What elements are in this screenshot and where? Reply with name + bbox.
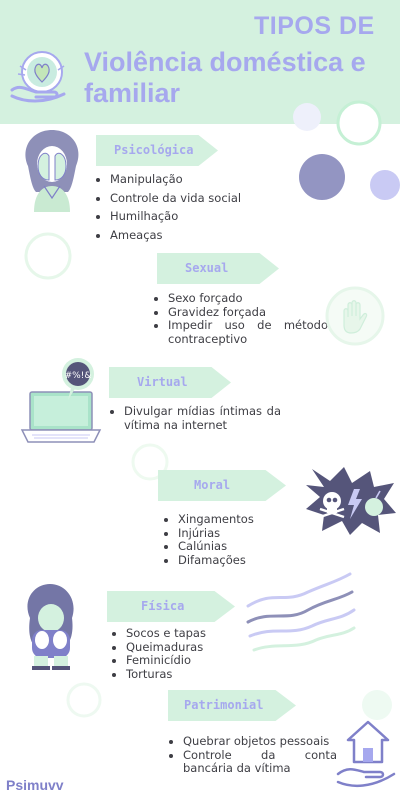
decorative-ring bbox=[131, 443, 169, 481]
list-item: Quebrar objetos pessoais bbox=[183, 734, 337, 749]
list-item: Humilhação bbox=[110, 210, 310, 224]
list-item: Socos e tapas bbox=[126, 626, 266, 641]
hand-house-icon bbox=[336, 720, 396, 788]
list-fisica: Socos e tapas Queimaduras Feminicídio To… bbox=[110, 626, 266, 682]
tag-fisica: Física bbox=[107, 591, 235, 622]
tag-psicologica: Psicológica bbox=[96, 135, 218, 166]
list-item: Queimaduras bbox=[126, 640, 266, 655]
tag-moral: Moral bbox=[158, 470, 286, 501]
list-virtual: Divulgar mídias íntimas da vítima na int… bbox=[108, 404, 281, 432]
decorative-ring bbox=[66, 682, 102, 718]
list-item: Torturas bbox=[126, 667, 266, 682]
speech-bubble-text: #%!& bbox=[65, 371, 92, 381]
frightened-child-icon bbox=[27, 584, 74, 670]
list-item: Xingamentos bbox=[178, 512, 308, 527]
list-item: Ameaças bbox=[110, 229, 310, 243]
list-psicologica: Manipulação Controle da vida social Humi… bbox=[94, 172, 310, 248]
crying-woman-icon bbox=[25, 130, 79, 212]
skull-lightning-bomb-icon bbox=[306, 467, 396, 535]
page-title: Violência doméstica e familiar bbox=[84, 47, 366, 108]
list-item: Feminicídio bbox=[126, 653, 266, 668]
list-item: Injúrias bbox=[178, 526, 308, 541]
hands-heart-globe-icon bbox=[10, 51, 66, 103]
brand-name: Psimuvv bbox=[6, 777, 64, 793]
stop-hand-icon bbox=[325, 286, 385, 346]
header-kicker: TIPOS DE bbox=[254, 12, 375, 40]
tag-sexual: Sexual bbox=[157, 253, 279, 284]
list-item: Divulgar mídias íntimas da vítima na int… bbox=[124, 404, 281, 432]
list-item: Gravidez forçada bbox=[168, 305, 328, 320]
list-patrimonial: Quebrar objetos pessoais Controle da con… bbox=[167, 734, 337, 776]
list-item: Manipulação bbox=[110, 172, 310, 187]
decorative-ring bbox=[24, 232, 72, 280]
list-item: Controle da conta bancária da vítima bbox=[183, 748, 337, 776]
laptop-swearing-icon: #%!& bbox=[20, 358, 102, 443]
list-sexual: Sexo forçado Gravidez forçada Impedir us… bbox=[152, 291, 328, 346]
list-item: Controle da vida social bbox=[110, 191, 310, 206]
wave-lines-decoration bbox=[246, 572, 356, 652]
list-item: Calúnias bbox=[178, 539, 308, 554]
list-moral: Xingamentos Injúrias Calúnias Difamações bbox=[162, 512, 308, 568]
decorative-circles bbox=[293, 100, 400, 200]
tag-virtual: Virtual bbox=[109, 367, 231, 398]
list-item: Difamações bbox=[178, 553, 308, 568]
decorative-circle bbox=[362, 690, 392, 720]
list-item: Impedir uso de método contraceptivo bbox=[168, 318, 328, 346]
list-item: Sexo forçado bbox=[168, 291, 328, 306]
tag-patrimonial: Patrimonial bbox=[168, 690, 296, 721]
header-banner: TIPOS DE Violência doméstica e familiar bbox=[0, 0, 400, 124]
